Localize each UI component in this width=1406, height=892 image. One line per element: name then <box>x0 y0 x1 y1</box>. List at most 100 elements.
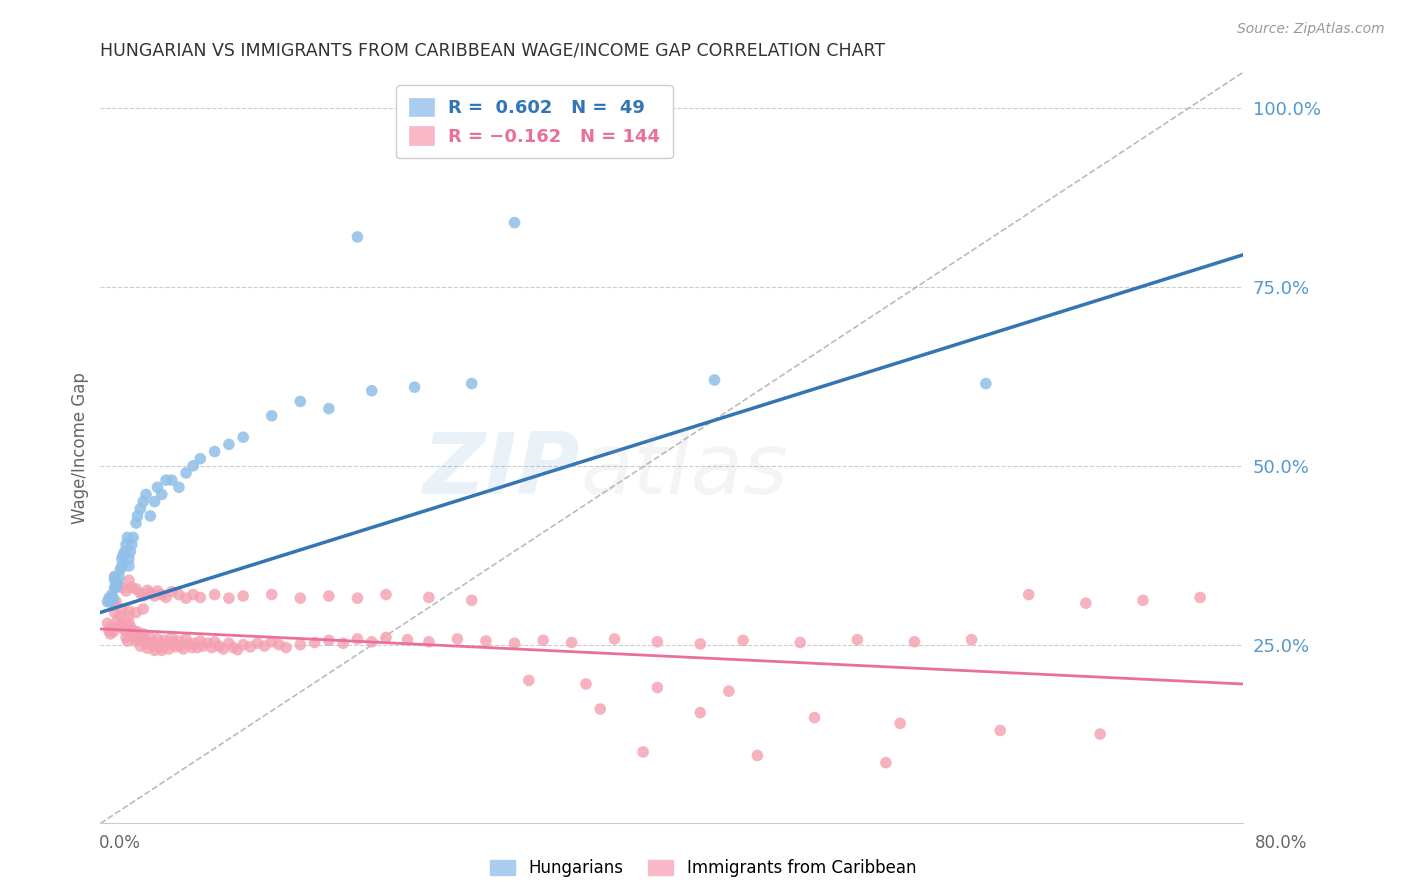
Point <box>188 634 211 648</box>
Point <box>104 570 127 584</box>
Point <box>360 635 382 649</box>
Point <box>136 641 159 656</box>
Point <box>167 480 190 494</box>
Point <box>260 588 283 602</box>
Point <box>180 640 202 655</box>
Point <box>150 643 173 657</box>
Point <box>104 599 127 613</box>
Point <box>446 632 468 646</box>
Point <box>118 559 141 574</box>
Point <box>122 530 145 544</box>
Point <box>167 588 190 602</box>
Point <box>127 508 149 523</box>
Point <box>110 609 132 624</box>
Point <box>135 487 157 501</box>
Point <box>98 627 121 641</box>
Point <box>167 634 190 648</box>
Point <box>174 632 197 646</box>
Point <box>139 631 162 645</box>
Point <box>222 640 245 655</box>
Point <box>174 466 197 480</box>
Point <box>1132 593 1154 607</box>
Point <box>112 548 135 562</box>
Point <box>846 632 869 647</box>
Point <box>160 473 183 487</box>
Point <box>974 376 997 391</box>
Point <box>177 637 200 651</box>
Point <box>181 588 204 602</box>
Point <box>101 588 124 602</box>
Point <box>208 639 231 653</box>
Point <box>346 591 368 606</box>
Point <box>125 634 148 648</box>
Point <box>188 451 211 466</box>
Point <box>96 616 118 631</box>
Point <box>290 591 312 606</box>
Point <box>105 581 128 595</box>
Point <box>139 586 162 600</box>
Point <box>120 544 142 558</box>
Point <box>160 584 183 599</box>
Point <box>418 635 440 649</box>
Point <box>561 635 583 649</box>
Point <box>111 551 134 566</box>
Point <box>136 583 159 598</box>
Point <box>121 627 143 641</box>
Point <box>169 639 191 653</box>
Point <box>201 640 224 655</box>
Point <box>117 634 139 648</box>
Point <box>204 444 226 458</box>
Point <box>155 473 177 487</box>
Point <box>117 530 139 544</box>
Point <box>318 589 340 603</box>
Point <box>132 589 155 603</box>
Point <box>332 636 354 650</box>
Point <box>267 638 290 652</box>
Point <box>460 593 482 607</box>
Point <box>575 677 598 691</box>
Point <box>129 501 152 516</box>
Point <box>647 635 669 649</box>
Point <box>290 394 312 409</box>
Point <box>110 563 132 577</box>
Point <box>174 591 197 606</box>
Point <box>181 458 204 473</box>
Point <box>96 595 118 609</box>
Point <box>218 437 240 451</box>
Point <box>165 640 187 654</box>
Point <box>143 589 166 603</box>
Legend: Hungarians, Immigrants from Caribbean: Hungarians, Immigrants from Caribbean <box>484 853 922 884</box>
Point <box>204 588 226 602</box>
Point <box>232 638 254 652</box>
Point <box>146 584 169 599</box>
Point <box>1018 588 1040 602</box>
Point <box>212 642 235 657</box>
Point <box>418 591 440 605</box>
Point <box>239 640 262 654</box>
Point <box>143 643 166 657</box>
Point <box>104 606 127 620</box>
Point <box>360 384 382 398</box>
Point <box>108 620 131 634</box>
Point <box>304 635 326 649</box>
Point <box>97 624 120 638</box>
Point <box>232 589 254 603</box>
Text: ZIP: ZIP <box>423 429 581 512</box>
Point <box>129 639 152 653</box>
Point <box>197 636 219 650</box>
Point <box>260 635 283 649</box>
Point <box>97 591 120 606</box>
Point <box>121 581 143 595</box>
Point <box>733 633 755 648</box>
Point <box>111 620 134 634</box>
Point <box>124 629 146 643</box>
Point <box>246 636 269 650</box>
Point <box>111 559 134 574</box>
Point <box>118 609 141 624</box>
Point <box>118 551 141 566</box>
Point <box>404 380 426 394</box>
Point <box>132 602 155 616</box>
Point <box>112 616 135 631</box>
Point <box>139 508 162 523</box>
Point <box>149 640 172 655</box>
